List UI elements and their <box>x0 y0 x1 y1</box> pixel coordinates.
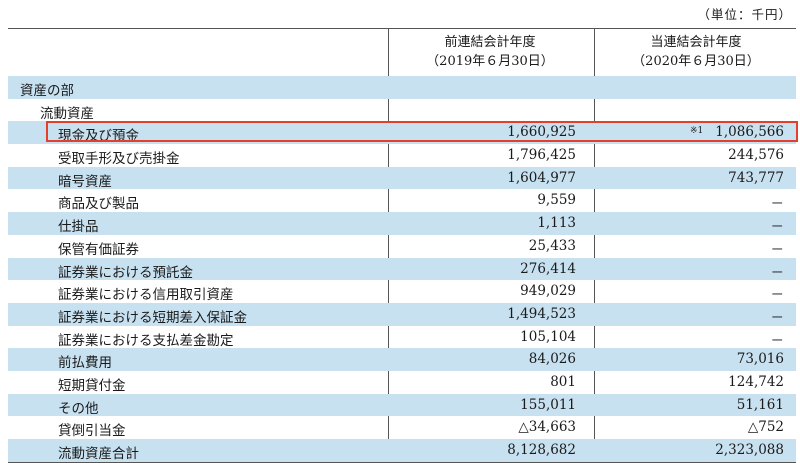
row-value-prev: 84,026 <box>528 351 576 368</box>
table-row: 短期貸付金 801 124,742 <box>8 371 796 394</box>
table-row: 証券業における短期差入保証金 1,494,523 － <box>8 302 796 326</box>
row-value-prev: 155,011 <box>520 396 576 413</box>
row-value-current: 743,777 <box>728 169 784 186</box>
table-row: 前払費用 84,026 73,016 <box>8 348 796 371</box>
unit-note: （単位：千円） <box>697 7 792 22</box>
row-value-current: 2,323,088 <box>715 442 784 458</box>
table-row: 保管有価証券 25,433 － <box>8 235 796 258</box>
row-value-current: － <box>770 287 785 304</box>
row-label: 受取手形及び売掛金 <box>58 151 180 168</box>
row-value-current: 73,016 <box>736 351 784 368</box>
table-row: 流動資産 <box>8 99 796 122</box>
row-value-prev: 1,660,925 <box>507 124 576 141</box>
row-value-current: － <box>770 196 785 213</box>
table-row: 流動資産合計 8,128,682 2,323,088 <box>8 439 796 462</box>
row-label: その他 <box>58 400 99 417</box>
row-value-prev: 9,559 <box>537 192 576 209</box>
column-header-curr-line1: 当連結会計年度 <box>650 35 742 50</box>
row-value-current: － <box>770 309 785 326</box>
balance-sheet-table: 資産の部流動資産現金及び預金 1,660,925 ※1 1,086,566 受取手形及び… <box>8 76 798 462</box>
row-value-prev: 949,029 <box>520 283 576 300</box>
table-row: 受取手形及び売掛金 1,796,425 244,576 <box>8 144 796 167</box>
row-value-prev: 1,494,523 <box>507 305 576 322</box>
row-label: 証券業における支払差金勘定 <box>58 332 234 349</box>
row-value-current: － <box>770 332 785 349</box>
table-row: 証券業における支払差金勘定 105,104 － <box>8 326 796 349</box>
row-value-current: － <box>770 264 785 281</box>
row-label: 暗号資産 <box>58 173 112 190</box>
row-value-current: 51,161 <box>736 396 784 413</box>
column-header-prev-line2: （2019年６月30日） <box>426 54 554 69</box>
row-label: 短期貸付金 <box>58 377 126 394</box>
column-header-curr-line2: （2020年６月30日） <box>632 54 760 69</box>
row-label: 現金及び預金 <box>58 128 139 145</box>
table-row: 証券業における信用取引資産 949,029 － <box>8 280 796 303</box>
row-note-marker: ※1 <box>690 126 704 137</box>
row-value-prev: △34,663 <box>518 419 576 436</box>
table-row: 証券業における預託金 276,414 － <box>8 257 796 281</box>
row-label: 証券業における預託金 <box>58 264 193 281</box>
row-value-prev: 1,604,977 <box>507 169 576 186</box>
row-label: 流動資産 <box>40 105 94 122</box>
row-value-current: － <box>770 219 785 236</box>
header-divider-2 <box>594 29 595 77</box>
row-value-current: 244,576 <box>728 147 784 164</box>
table-row: 商品及び製品 9,559 － <box>8 189 796 212</box>
table-row: 貸倒引当金 △34,663 △752 <box>8 416 796 439</box>
table-row: 仕掛品 1,113 － <box>8 212 796 235</box>
column-header-current-year: 当連結会計年度 （2020年６月30日） <box>596 33 796 71</box>
row-value-prev: 105,104 <box>520 328 576 345</box>
row-value-prev: 8,128,682 <box>507 442 576 458</box>
row-label: 仕掛品 <box>58 219 99 236</box>
row-label: 前払費用 <box>58 355 112 372</box>
row-label: 証券業における短期差入保証金 <box>58 309 247 326</box>
column-header-prev-line1: 前連結会計年度 <box>444 35 536 50</box>
row-label: 商品及び製品 <box>58 196 139 213</box>
table-header: 前連結会計年度 （2019年６月30日） 当連結会計年度 （2020年６月30日… <box>8 28 796 78</box>
row-label: 資産の部 <box>20 83 74 99</box>
row-label: 流動資産合計 <box>58 446 139 462</box>
table-row: 現金及び預金 1,660,925 ※1 1,086,566 <box>8 121 796 144</box>
row-value-current: 1,086,566 <box>715 124 784 141</box>
row-label: 証券業における信用取引資産 <box>58 287 234 304</box>
row-label: 貸倒引当金 <box>58 423 126 440</box>
table-row: 暗号資産 1,604,977 743,777 <box>8 166 796 190</box>
row-value-prev: 276,414 <box>520 260 576 277</box>
row-value-prev: 1,796,425 <box>507 147 576 164</box>
row-label: 保管有価証券 <box>58 241 139 258</box>
row-value-prev: 801 <box>550 373 576 390</box>
row-value-current: － <box>770 241 785 258</box>
column-header-prev-year: 前連結会計年度 （2019年６月30日） <box>390 33 590 71</box>
header-divider-1 <box>388 29 389 77</box>
row-value-prev: 25,433 <box>528 237 576 254</box>
row-value-prev: 1,113 <box>537 215 576 232</box>
table-row: その他 155,011 51,161 <box>8 393 796 417</box>
table-row: 資産の部 <box>8 76 796 99</box>
row-value-current: 124,742 <box>728 373 784 390</box>
row-value-current: △752 <box>747 419 784 436</box>
